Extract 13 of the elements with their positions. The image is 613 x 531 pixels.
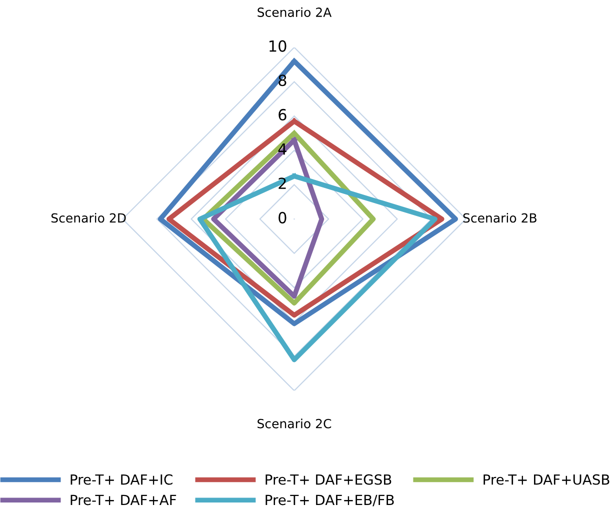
legend-label: Pre-T+ DAF+EB/FB — [266, 494, 394, 506]
legend-label: Pre-T+ DAF+UASB — [484, 474, 610, 485]
y-tick-label: 6 — [278, 108, 286, 120]
y-tick-label: 0 — [278, 212, 286, 224]
spoke-label: Scenario 2C — [258, 418, 332, 428]
legend-label: Pre-T+ DAF+AF — [70, 494, 176, 506]
legend-label: Pre-T+ DAF+EGSB — [266, 474, 392, 485]
y-tick-label: 8 — [278, 74, 286, 86]
legend-label: Pre-T+ DAF+IC — [70, 474, 172, 485]
spoke-label: Scenario 2D — [51, 212, 126, 223]
spoke-label: Scenario 2A — [258, 7, 332, 17]
spoke-label: Scenario 2B — [463, 212, 536, 223]
y-tick-label: 10 — [270, 40, 286, 52]
